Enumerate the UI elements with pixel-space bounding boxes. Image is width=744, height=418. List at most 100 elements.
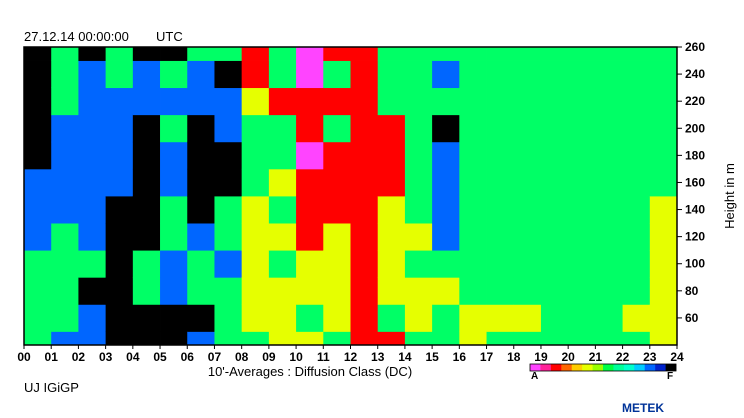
heatmap-cell — [513, 87, 542, 116]
legend-swatch — [540, 364, 552, 371]
heatmap-cell — [78, 277, 107, 305]
heatmap-cell — [323, 304, 351, 332]
heatmap-cell — [323, 277, 351, 305]
heatmap-cell — [214, 114, 243, 143]
heatmap-cell — [24, 277, 52, 305]
heatmap-cell — [568, 168, 596, 197]
heatmap-cell — [595, 141, 623, 170]
heatmap-cell — [24, 250, 52, 278]
heatmap-cell — [595, 168, 623, 197]
heatmap-cell — [513, 168, 542, 197]
heatmap-cell — [377, 196, 406, 224]
heatmap-cell — [649, 331, 678, 346]
heatmap-cell — [568, 304, 596, 332]
heatmap-cell — [377, 250, 406, 278]
x-tick-label: 23 — [643, 350, 657, 364]
heatmap-cell — [268, 250, 297, 278]
heatmap-cell — [78, 114, 107, 143]
heatmap-cell — [160, 277, 188, 305]
heatmap-cell — [24, 60, 52, 89]
heatmap-cell — [459, 196, 487, 224]
x-tick-label: 04 — [126, 350, 140, 364]
heatmap-cell — [24, 304, 52, 332]
heatmap-cell — [51, 60, 79, 89]
heatmap-cell — [622, 47, 651, 61]
y-axis: 60 80 100 120 140 160 180 200 220 240 260 — [677, 40, 705, 325]
x-tick-label: 19 — [534, 350, 548, 364]
heatmap-cell — [160, 304, 188, 332]
heatmap-cell — [404, 196, 433, 224]
legend-swatch — [561, 364, 573, 371]
heatmap-cell — [377, 114, 406, 143]
heatmap-cell — [78, 60, 107, 89]
heatmap-cell — [241, 87, 270, 116]
heatmap-cell — [540, 331, 569, 346]
heatmap-cell — [160, 87, 188, 116]
heatmap-cell — [214, 304, 243, 332]
heatmap-cell — [51, 87, 79, 116]
heatmap-cell — [595, 196, 623, 224]
x-tick-label: 00 — [17, 350, 31, 364]
heatmap-cell — [323, 114, 351, 143]
heatmap-cell — [187, 47, 215, 61]
x-tick-label: 18 — [507, 350, 521, 364]
heatmap-cell — [268, 277, 297, 305]
heatmap-cell — [214, 168, 243, 197]
heatmap-cell — [160, 223, 188, 251]
heatmap-cell — [323, 141, 351, 170]
heatmap-cell — [513, 304, 542, 332]
heatmap-cell — [350, 87, 379, 116]
heatmap-cell — [459, 331, 487, 346]
legend-swatch — [530, 364, 541, 371]
heatmap-cell — [132, 304, 161, 332]
heatmap-cell — [568, 250, 596, 278]
heatmap-cell — [513, 47, 542, 61]
heatmap-cell — [649, 60, 678, 89]
heatmap-cell — [540, 60, 569, 89]
heatmap-cell — [296, 277, 324, 305]
heatmap-cell — [24, 47, 52, 61]
heatmap-cell — [513, 196, 542, 224]
heatmap-cell — [214, 196, 243, 224]
heatmap-cell — [160, 114, 188, 143]
heatmap-cell — [595, 87, 623, 116]
heatmap-cell — [105, 60, 134, 89]
heatmap-cell — [105, 168, 134, 197]
heatmap-cell — [568, 141, 596, 170]
legend-low-label: A — [531, 371, 538, 382]
heatmap-cell — [323, 60, 351, 89]
heatmap-cell — [187, 168, 215, 197]
heatmap-cell — [132, 114, 161, 143]
heatmap-cell — [323, 250, 351, 278]
heatmap-cell — [132, 47, 161, 61]
legend-swatch — [644, 364, 656, 371]
heatmap-cell — [649, 141, 678, 170]
legend-swatch — [655, 364, 666, 371]
heatmap-cell — [296, 168, 324, 197]
heatmap-cell — [51, 250, 79, 278]
heatmap-cell — [377, 47, 406, 61]
heatmap-cell — [268, 223, 297, 251]
heatmap-cell — [51, 141, 79, 170]
legend-swatch — [634, 364, 646, 371]
heatmap-cell — [459, 250, 487, 278]
heatmap-cell — [350, 331, 379, 346]
heatmap-cell — [350, 114, 379, 143]
heatmap-cell — [432, 277, 460, 305]
heatmap-cell — [78, 168, 107, 197]
heatmap-cell — [377, 168, 406, 197]
x-tick-label: 22 — [616, 350, 630, 364]
heatmap-cell — [568, 277, 596, 305]
legend-swatch — [603, 364, 614, 371]
heatmap-cell — [404, 60, 433, 89]
heatmap-cell — [241, 331, 270, 346]
heatmap-cell — [513, 114, 542, 143]
heatmap-cell — [296, 331, 324, 346]
heatmap-cell — [486, 87, 515, 116]
x-tick-label: 01 — [45, 350, 59, 364]
heatmap-cell — [459, 60, 487, 89]
heatmap-cell — [268, 304, 297, 332]
heatmap-cell — [323, 331, 351, 346]
heatmap-cell — [132, 331, 161, 346]
